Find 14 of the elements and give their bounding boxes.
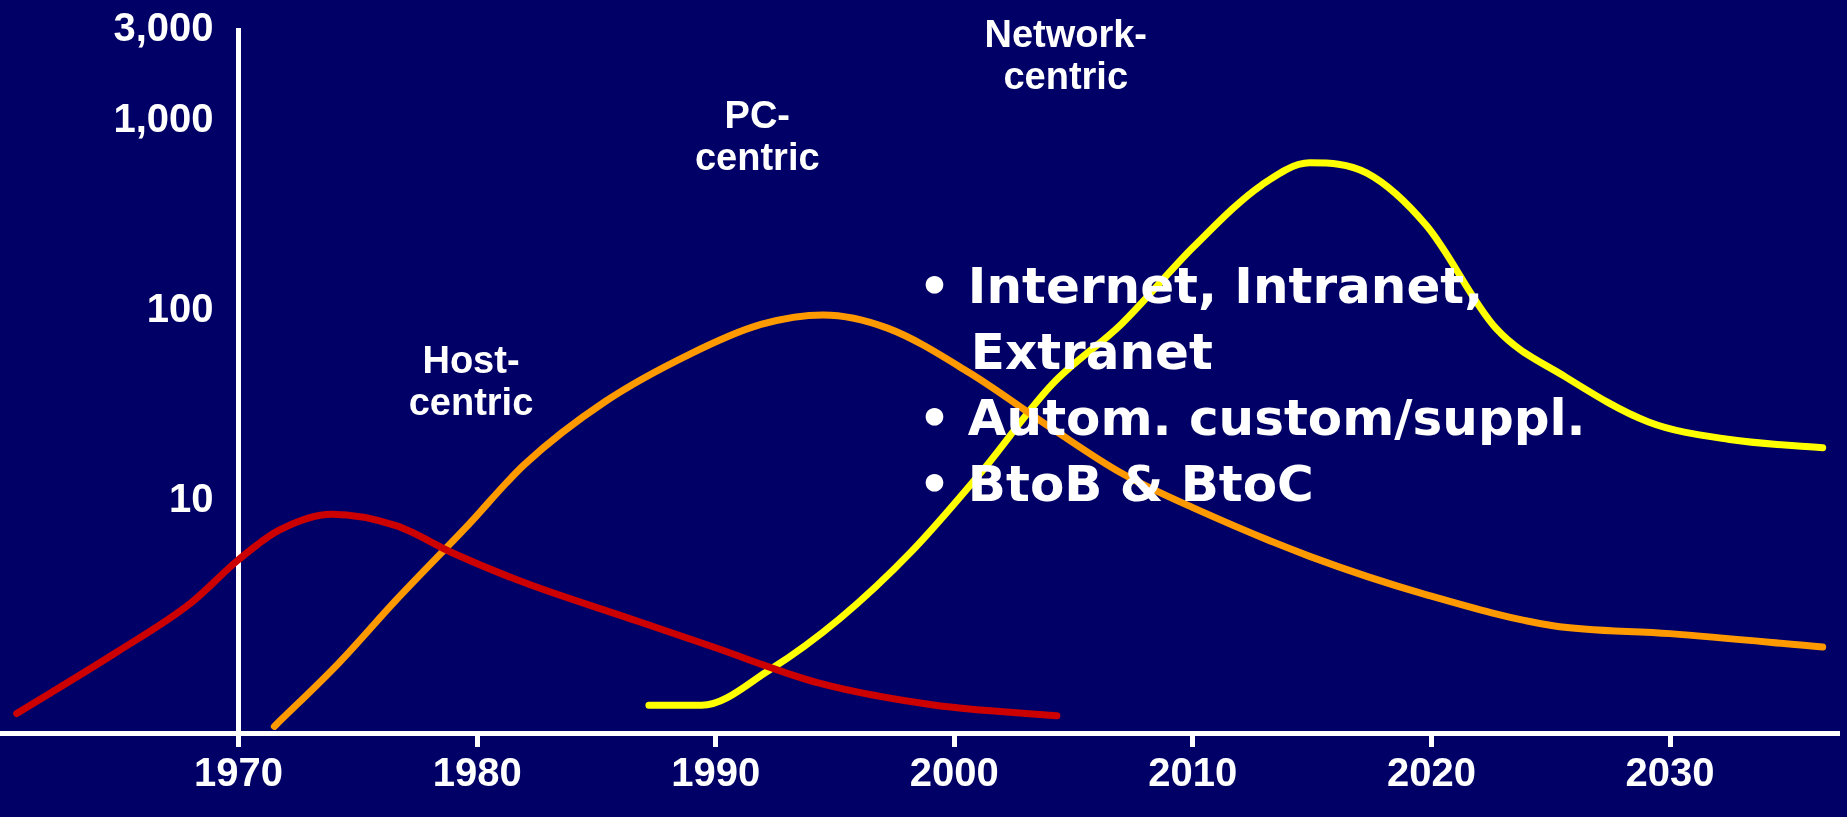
x-tick-label: 1980	[432, 750, 522, 795]
y-tick-label: 100	[146, 285, 214, 330]
x-tick-label: 1970	[194, 750, 284, 795]
x-tick-label: 2000	[909, 750, 999, 795]
x-tick-label: 2020	[1386, 750, 1476, 795]
y-tick-label: 3,000	[113, 5, 214, 50]
annotation: PC- centric	[694, 94, 820, 179]
y-tick-label: 1,000	[113, 95, 214, 140]
x-tick-label: 1990	[671, 750, 761, 795]
y-tick-label: 10	[169, 475, 214, 520]
x-tick-label: 2010	[1148, 750, 1238, 795]
annotation: Host- centric	[408, 339, 534, 424]
x-tick-label: 2030	[1625, 750, 1715, 795]
annotation: Network- centric	[984, 12, 1148, 97]
